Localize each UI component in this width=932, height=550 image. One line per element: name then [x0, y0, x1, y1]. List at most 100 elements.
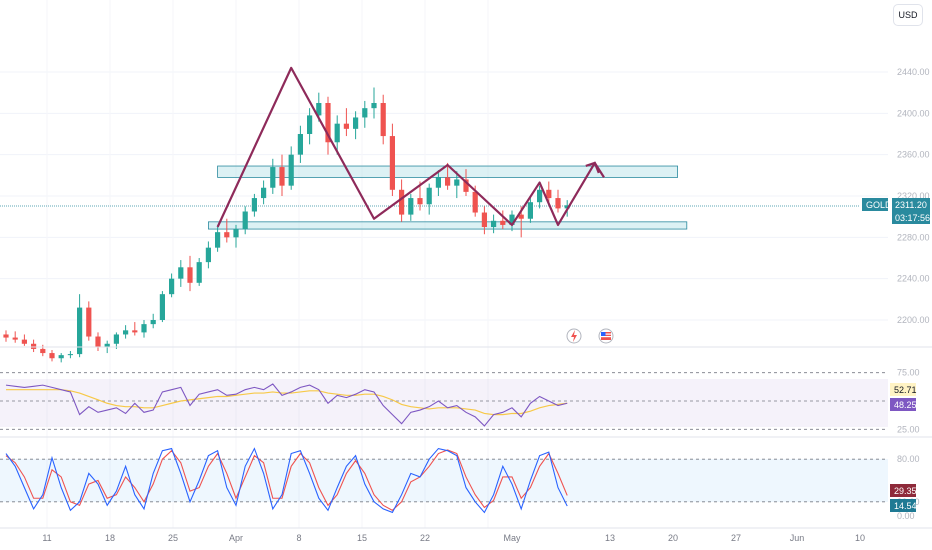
price-zone[interactable]	[207, 221, 688, 230]
symbol-name: GOLD	[866, 200, 892, 210]
rsi-ma-value: 52.71	[894, 385, 917, 395]
price-tick-label: 2440.00	[897, 67, 930, 77]
price-tick-label: 2400.00	[897, 108, 930, 118]
lightning-icon[interactable]	[566, 328, 582, 344]
candle	[546, 181, 552, 205]
candle	[159, 291, 165, 323]
candle	[123, 325, 129, 339]
time-tick-label: 22	[420, 533, 430, 543]
candle	[21, 334, 27, 346]
pattern-drawing[interactable]	[216, 66, 605, 228]
candle	[445, 162, 451, 190]
candle	[12, 331, 18, 343]
rsi-value-tag	[890, 398, 916, 411]
candle	[399, 179, 405, 222]
price-tick-label: 2360.00	[897, 150, 930, 160]
candle	[141, 320, 147, 338]
candle	[86, 301, 92, 341]
candle	[251, 193, 257, 217]
rsi-background-band	[0, 379, 888, 427]
rsi-axis: 75.00 25.00 52.71 48.25	[890, 368, 920, 434]
candle	[537, 185, 543, 209]
time-tick-label: 18	[105, 533, 115, 543]
pattern-arrow-head	[585, 161, 600, 174]
candle	[3, 330, 9, 342]
candle	[527, 198, 533, 223]
candle	[279, 154, 285, 196]
price-tick-label: 2280.00	[897, 232, 930, 242]
candle	[113, 332, 119, 349]
candle	[362, 100, 368, 128]
stoch-d-value-tag	[890, 484, 916, 497]
last-price-value: 2311.20	[895, 200, 927, 210]
time-tick-label: 15	[357, 533, 367, 543]
candle	[49, 349, 55, 362]
price-tick-label: 2320.00	[897, 191, 930, 201]
candle	[380, 94, 386, 145]
stoch-background-band	[0, 459, 888, 502]
candle	[371, 87, 377, 119]
candle	[67, 351, 73, 359]
price-tick-label: 2240.00	[897, 274, 930, 284]
rsi-series	[5, 383, 568, 427]
candle	[408, 193, 414, 221]
candle	[297, 125, 303, 163]
candle	[454, 171, 460, 199]
time-tick-label: Jun	[790, 533, 805, 543]
candle	[343, 108, 349, 137]
candle	[205, 241, 211, 269]
time-tick-label: 25	[168, 533, 178, 543]
rsi-value: 48.25	[894, 400, 917, 410]
stoch-series	[5, 447, 568, 514]
candle	[150, 313, 156, 329]
candle	[555, 189, 561, 213]
price-axis[interactable]: 2440.00 2400.00 2360.00 2320.00 2280.00 2240.…	[897, 67, 930, 325]
time-tick-label: Apr	[229, 533, 243, 543]
candle	[270, 158, 276, 194]
stoch-tick-label: 80.00	[897, 454, 920, 464]
zigzag-pattern-line[interactable]	[216, 66, 605, 228]
candle	[435, 170, 441, 196]
candle	[288, 146, 294, 190]
price-grid	[0, 71, 888, 321]
candle	[491, 214, 497, 234]
candle	[224, 218, 230, 243]
rsi-tick-label: 75.00	[897, 368, 920, 378]
candle	[233, 224, 239, 248]
candle	[95, 332, 101, 351]
candle	[132, 322, 138, 336]
time-tick-label: 10	[855, 533, 865, 543]
candle	[481, 206, 487, 235]
stoch-d-value: 29.35	[894, 486, 917, 496]
time-tick-label: 13	[605, 533, 615, 543]
candle	[353, 111, 359, 140]
candle	[509, 210, 515, 232]
candle	[242, 206, 248, 235]
time-axis[interactable]: 11 18 25 Apr 8 15 22 May 13 20 27 Jun 10	[42, 533, 865, 543]
candle	[169, 273, 175, 298]
candle	[31, 339, 37, 353]
time-tick-label: 20	[668, 533, 678, 543]
currency-button[interactable]: USD	[893, 4, 923, 26]
candle	[187, 255, 193, 292]
candle	[196, 258, 202, 286]
candle	[334, 115, 340, 155]
stoch-k-value-tag	[890, 499, 916, 512]
time-tick-label: 8	[296, 533, 301, 543]
rsi-tick-label: 25.00	[897, 424, 920, 434]
bar-countdown: 03:17:56	[895, 213, 930, 223]
time-tick-label: 11	[42, 533, 51, 543]
time-tick-label: 27	[731, 533, 741, 543]
candle	[325, 96, 331, 155]
candle	[261, 180, 267, 205]
stoch-tick-label: 0.00	[897, 511, 915, 521]
rsi-levels	[0, 372, 888, 430]
us-flag-icon[interactable]	[598, 328, 614, 344]
candle	[178, 260, 184, 287]
rsi-ma-value-tag	[890, 383, 916, 396]
stoch-k-value: 14.54	[894, 501, 917, 511]
candlestick-series	[3, 87, 570, 363]
stoch-k-line	[5, 447, 568, 514]
